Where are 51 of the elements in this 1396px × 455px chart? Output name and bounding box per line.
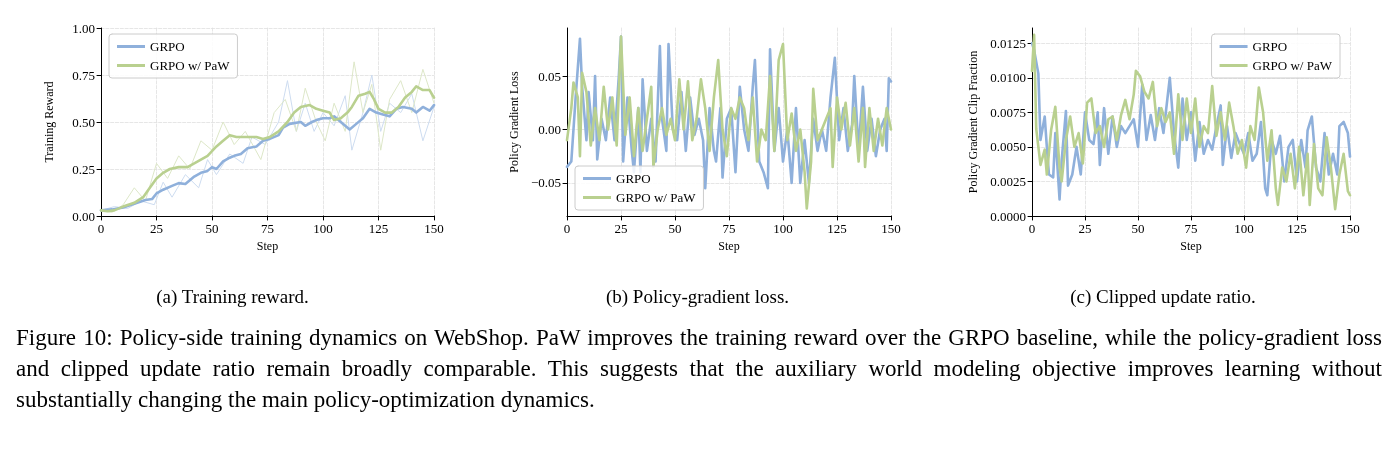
y-tick-label: 0.0125 (990, 35, 1026, 51)
x-tick-label: 50 (205, 221, 219, 236)
y-axis-title: Training Reward (42, 81, 56, 163)
caption: Figure 10: Policy-side training dynamics on WebShop. PaW improves the training reward over the GRPO baseline, while the policy-gradient loss and clipped update ratio remain broadly comparable. This suggests that the auxiliary world modeling objective improves learning without substantially changing the main policy-optimization dynamics. (16, 325, 1382, 412)
x-tick-label: 25 (150, 221, 163, 236)
x-tick-label: 0 (563, 221, 571, 236)
y-tick-label: 0.00 (538, 121, 561, 137)
x-tick-label: 0 (1028, 221, 1036, 236)
x-tick-label: 50 (668, 221, 682, 236)
x-tick-label: 75 (261, 221, 274, 236)
legend-label: GRPO w/ PaW (1252, 58, 1333, 73)
x-axis-title: Step (256, 239, 279, 253)
x-tick-label: 150 (1340, 221, 1360, 236)
y-tick-label: 0.0075 (990, 104, 1026, 120)
y-axis-title: Policy Gradient Clip Fraction (966, 50, 981, 194)
x-tick-label: 75 (1184, 221, 1198, 236)
x-tick-label: 125 (827, 221, 847, 236)
x-tick-label: 75 (722, 221, 736, 236)
y-tick-label: 0.25 (72, 161, 95, 177)
y-tick-label: −0.05 (530, 175, 561, 191)
x-axis-title: Step (1180, 239, 1202, 253)
y-axis-title: Policy Gradient Loss (507, 71, 522, 173)
text: (b) Policy-gradient loss. (605, 286, 790, 308)
y-tick-label: 0.50 (72, 114, 95, 130)
x-tick-label: 150 (424, 221, 444, 236)
y-tick-label: 1.00 (72, 20, 95, 36)
x-tick-label: 100 (773, 221, 793, 236)
y-tick-label: 0.0000 (990, 208, 1026, 224)
y-tick-label: 0.05 (538, 68, 561, 84)
x-tick-label: 25 (1078, 221, 1092, 236)
legend-label: GRPO (150, 39, 185, 54)
x-tick-label: 125 (368, 221, 389, 236)
x-axis-title: Step (718, 239, 740, 253)
x-tick-label: 25 (614, 221, 628, 236)
x-tick-label: 100 (313, 221, 333, 236)
legend-label: GRPO w/ PaW (150, 58, 231, 73)
y-tick-label: 0.00 (72, 208, 95, 224)
y-tick-label: 0.0025 (990, 173, 1026, 189)
legend-label: GRPO (1252, 39, 1288, 54)
x-tick-label: 125 (1287, 221, 1307, 236)
x-tick-label: 150 (881, 221, 901, 236)
legend-label: GRPO (616, 171, 651, 186)
text: (c) Clipped update ratio. (1070, 286, 1256, 308)
x-tick-label: 100 (1234, 221, 1254, 236)
x-tick-label: 50 (1131, 221, 1145, 236)
x-tick-label: 0 (97, 221, 105, 236)
y-tick-label: 0.0050 (990, 139, 1026, 155)
y-tick-label: 0.75 (72, 67, 95, 83)
y-tick-label: 0.0100 (990, 70, 1026, 86)
legend-label: GRPO w/ PaW (616, 190, 697, 205)
text: (a) Training reward. (156, 286, 309, 308)
